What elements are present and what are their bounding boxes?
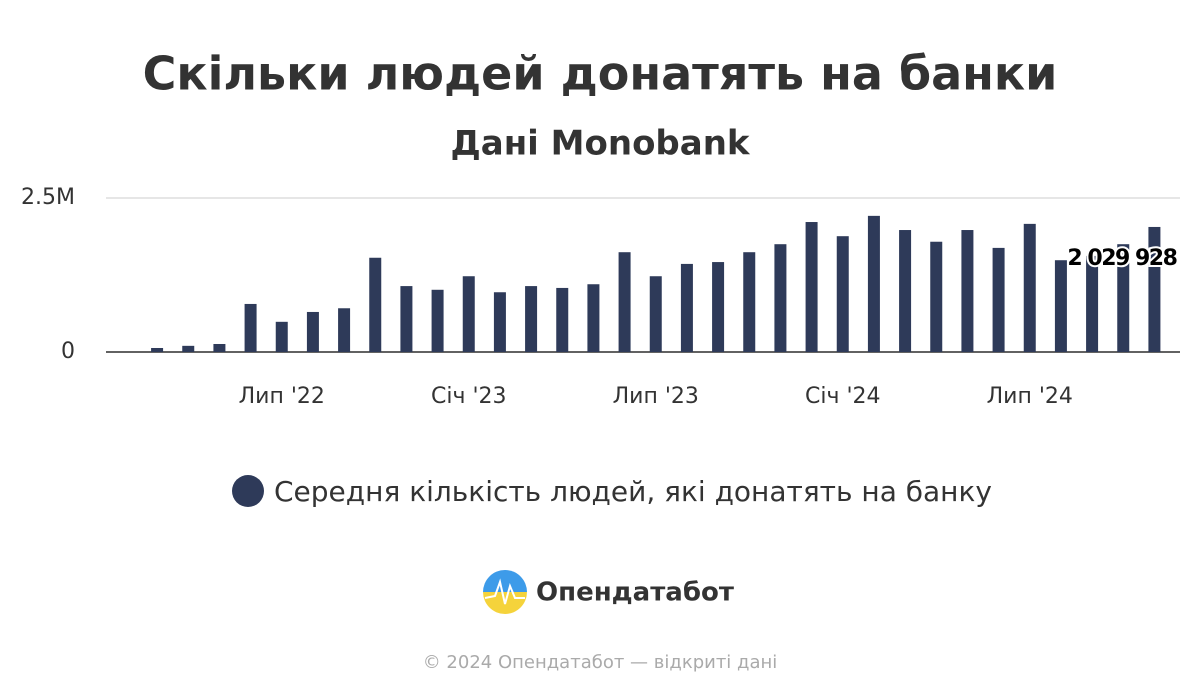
bar bbox=[1023, 223, 1036, 352]
bar bbox=[369, 257, 382, 352]
chart-title: Скільки людей донатять на банки bbox=[143, 47, 1058, 101]
logo-icon bbox=[483, 570, 527, 614]
bar bbox=[899, 230, 912, 352]
logo-wave bbox=[484, 578, 525, 605]
chart-subtitle: Дані Monobank bbox=[450, 124, 750, 164]
bar bbox=[431, 289, 444, 352]
logo-text: Опендатабот bbox=[536, 578, 734, 608]
bar bbox=[182, 345, 195, 352]
bar bbox=[930, 241, 943, 352]
bar bbox=[712, 262, 725, 352]
bar bbox=[836, 236, 849, 352]
bar bbox=[338, 308, 351, 352]
x-tick-label: Лип '23 bbox=[613, 384, 699, 409]
bar bbox=[244, 303, 257, 352]
bar bbox=[1148, 226, 1161, 352]
bar bbox=[618, 252, 631, 352]
bar bbox=[1054, 260, 1067, 352]
bar bbox=[1086, 255, 1099, 352]
x-tick-label: Лип '24 bbox=[987, 384, 1073, 409]
x-tick-label: Лип '22 bbox=[239, 384, 325, 409]
bar bbox=[213, 343, 226, 352]
bar bbox=[275, 321, 288, 352]
y-tick-label: 2.5M bbox=[21, 185, 75, 210]
bar bbox=[151, 347, 164, 352]
bar bbox=[992, 247, 1005, 352]
bar bbox=[525, 286, 538, 352]
bar bbox=[867, 215, 880, 352]
bar bbox=[493, 292, 506, 352]
data-label: 2 029 928 bbox=[1067, 246, 1176, 271]
bar bbox=[743, 252, 756, 352]
legend-marker bbox=[232, 475, 264, 507]
bar bbox=[462, 276, 475, 352]
bar bbox=[774, 244, 787, 352]
x-tick-label: Січ '24 bbox=[805, 384, 881, 409]
bar bbox=[400, 286, 413, 352]
bar bbox=[805, 222, 818, 352]
y-tick-label: 0 bbox=[61, 339, 75, 364]
bar bbox=[556, 287, 569, 352]
bar bbox=[961, 230, 974, 352]
x-tick-label: Січ '23 bbox=[431, 384, 507, 409]
bar bbox=[1117, 244, 1130, 352]
footer: © 2024 Опендатабот — відкриті дані bbox=[423, 652, 778, 673]
bar bbox=[680, 263, 693, 352]
bar bbox=[306, 311, 319, 352]
legend-label: Середня кількість людей, які донатять на… bbox=[274, 475, 992, 508]
bar bbox=[587, 284, 600, 352]
bar bbox=[649, 276, 662, 352]
